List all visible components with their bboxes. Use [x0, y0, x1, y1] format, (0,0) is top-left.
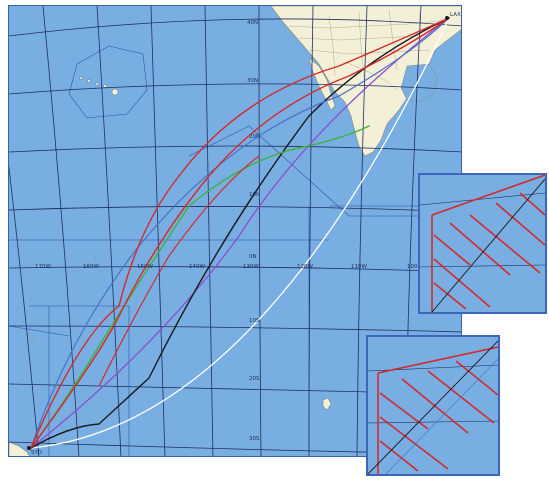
lon-label: 100	[407, 264, 418, 270]
lon-label: 120W	[297, 264, 313, 270]
airport-lax[interactable]: LAX	[445, 12, 461, 20]
route-blue	[30, 17, 450, 449]
airport-marker-icon	[27, 446, 31, 450]
zoom-inset-top	[418, 173, 547, 314]
route-red-1	[30, 17, 450, 449]
flight-routes	[30, 17, 450, 449]
north-america-landmass	[270, 6, 461, 157]
lat-label: 30S	[249, 436, 260, 442]
lon-label: 160W	[83, 264, 99, 270]
airport-marker-icon	[445, 16, 449, 20]
zoom-inset-bottom	[366, 335, 500, 476]
latitude-labels: 40N 30N 20N 10N 0N 10S 20S 30S	[247, 20, 260, 442]
pacific-islands	[27, 257, 332, 411]
lon-label: 130W	[243, 264, 259, 270]
route-black	[30, 17, 450, 449]
gulf-of-mexico	[400, 63, 438, 103]
airport-syd[interactable]: SYD	[27, 446, 42, 456]
australia-corner	[9, 441, 30, 456]
lat-label: 10S	[249, 318, 260, 324]
lat-label: 20S	[249, 376, 260, 382]
route-green	[30, 125, 370, 449]
lon-label: 110W	[351, 264, 367, 270]
lat-label: 10N	[249, 192, 260, 198]
lat-label: 40N	[247, 20, 258, 26]
route-purple	[30, 17, 450, 449]
airport-code-lax: LAX	[450, 12, 461, 18]
route-red-2	[30, 17, 450, 449]
inset-canvas	[368, 337, 498, 474]
longitude-labels: 170W 160W 150W 140W 130W 120W 110W 100	[35, 264, 418, 270]
graticule	[9, 6, 461, 456]
route-white	[30, 17, 450, 449]
lon-label: 150W	[137, 264, 153, 270]
inset-canvas	[420, 175, 545, 312]
airport-code-syd: SYD	[31, 450, 42, 456]
route-red-3	[98, 155, 260, 387]
lat-label: 30N	[247, 78, 258, 84]
lat-label: 20N	[249, 134, 260, 140]
lon-label: 170W	[35, 264, 51, 270]
lon-label: 140W	[189, 264, 205, 270]
hawaii-islands	[79, 76, 119, 96]
lat-label: 0N	[249, 254, 257, 260]
